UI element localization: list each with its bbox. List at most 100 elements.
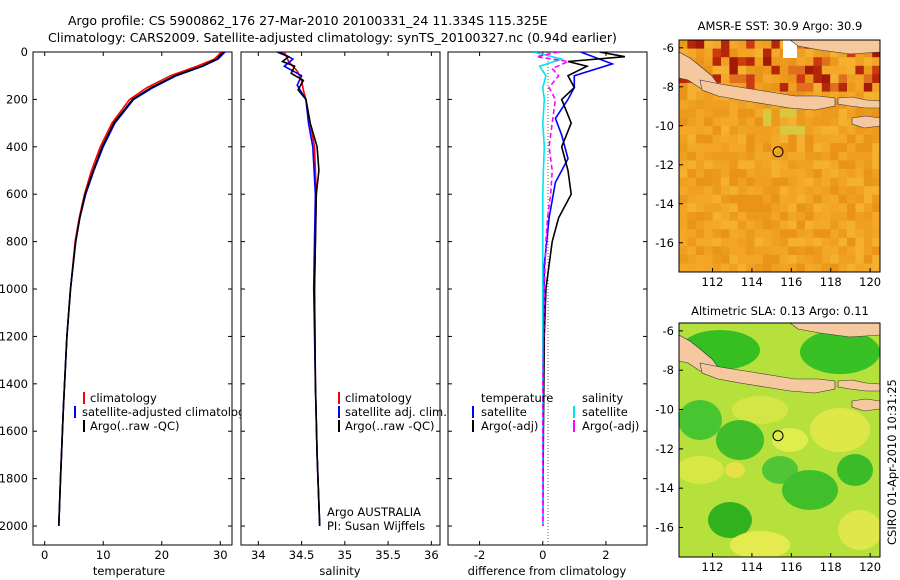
sst-cell xyxy=(721,126,730,135)
sst-cell xyxy=(872,237,880,247)
sst-cell xyxy=(679,117,688,127)
sst-cell xyxy=(838,237,848,247)
figure-title-line2: Climatology: CARS2009. Satellite-adjuste… xyxy=(48,30,617,45)
sst-cell xyxy=(813,203,823,213)
legend-label-climatology: climatology xyxy=(90,391,157,405)
sst-cell xyxy=(863,229,873,239)
sst-cell xyxy=(855,134,865,144)
temperature-xlabel: temperature xyxy=(93,564,165,578)
sst-cell xyxy=(863,57,873,67)
sst-cell xyxy=(779,263,789,272)
sst-cell xyxy=(729,169,739,178)
ytick-label: 1400 xyxy=(0,377,28,391)
sst-cell xyxy=(695,203,705,213)
sst-cell xyxy=(704,255,713,264)
sst-cell xyxy=(687,169,697,178)
sla-heatmap-cells xyxy=(679,330,880,557)
sst-cell xyxy=(838,169,848,178)
sst-cell xyxy=(712,74,722,84)
sst-cell xyxy=(721,108,730,118)
sst-cell xyxy=(721,100,730,110)
sst-cell xyxy=(771,186,781,196)
sst-cell xyxy=(687,100,697,110)
sst-map-panel: AMSR-E SST: 30.9 Argo: 30.9 -6 -8 -10 -12 -1… xyxy=(655,19,881,289)
sst-cell xyxy=(721,263,730,272)
sst-cell xyxy=(863,203,873,213)
sst-cell xyxy=(821,83,831,92)
sst-cell xyxy=(737,48,747,58)
sst-cell xyxy=(813,229,823,239)
sst-cell xyxy=(679,246,688,256)
sst-cell xyxy=(830,212,839,221)
sst-cell xyxy=(855,229,865,239)
sst-cell xyxy=(830,220,839,230)
sst-cell xyxy=(838,143,848,153)
sst-cell xyxy=(813,255,823,264)
sst-cell xyxy=(721,246,730,256)
series-line-temperature-argo-adj xyxy=(542,52,626,527)
sst-cell xyxy=(788,151,797,161)
sst-cell xyxy=(746,151,755,161)
sst-cell xyxy=(721,229,730,239)
sst-cell xyxy=(830,263,839,272)
sst-cell xyxy=(704,143,713,153)
sst-cell xyxy=(779,246,789,256)
sst-cell xyxy=(847,65,856,75)
xtick-label: 114 xyxy=(741,275,763,289)
sst-cell xyxy=(712,134,722,144)
ytick-label: 1600 xyxy=(0,424,28,438)
sst-cell xyxy=(763,100,772,110)
sst-cell xyxy=(821,263,831,272)
sst-cell xyxy=(754,169,764,178)
sst-cell xyxy=(805,194,814,204)
sst-cell xyxy=(763,263,772,272)
sst-cell xyxy=(863,65,873,75)
sst-cell xyxy=(821,203,831,213)
sst-cell xyxy=(754,134,764,144)
ytick-label: -16 xyxy=(655,236,674,250)
sst-cell xyxy=(813,57,823,67)
sst-cell xyxy=(763,126,772,135)
sst-cell xyxy=(763,220,772,230)
sst-cell xyxy=(847,74,856,84)
sst-cell xyxy=(704,40,713,49)
sst-cell xyxy=(771,65,781,75)
sst-cell xyxy=(821,169,831,178)
sst-cell xyxy=(687,212,697,221)
sst-cell xyxy=(754,65,764,75)
sst-cell xyxy=(872,177,880,187)
xtick-label: 36 xyxy=(424,548,439,562)
sst-cell xyxy=(704,117,713,127)
sst-cell xyxy=(838,160,848,170)
sst-cell xyxy=(754,220,764,230)
sst-cell xyxy=(863,143,873,153)
sst-cell xyxy=(830,229,839,239)
sst-cell xyxy=(763,151,772,161)
sst-cell xyxy=(796,151,806,161)
sst-cell xyxy=(863,83,873,92)
sst-cell xyxy=(788,65,797,75)
sst-cell xyxy=(805,212,814,221)
sst-cell xyxy=(737,57,747,67)
sst-cell xyxy=(813,143,823,153)
sst-cell xyxy=(821,160,831,170)
sla-map-yticks: -6 -8 -10 -12 -14 -16 xyxy=(655,324,683,535)
sst-cell xyxy=(838,108,848,118)
figure-title-line1: Argo profile: CS 5900862_176 27-Mar-2010… xyxy=(68,13,548,28)
sst-cell xyxy=(872,255,880,264)
sla-blob xyxy=(772,428,808,452)
sst-cell xyxy=(830,126,839,135)
sst-cell xyxy=(821,194,831,204)
sst-cell xyxy=(788,229,797,239)
sst-cell xyxy=(721,169,730,178)
sst-cell xyxy=(679,160,688,170)
sst-cell xyxy=(813,74,823,84)
sst-cell xyxy=(855,237,865,247)
sst-cell xyxy=(737,40,747,49)
sst-cell xyxy=(704,186,713,196)
sst-cell xyxy=(746,212,755,221)
sst-cell xyxy=(788,220,797,230)
temperature-xticks: 0 10 20 30 xyxy=(41,52,228,562)
sst-cell xyxy=(855,83,865,92)
sst-cell xyxy=(763,57,772,67)
